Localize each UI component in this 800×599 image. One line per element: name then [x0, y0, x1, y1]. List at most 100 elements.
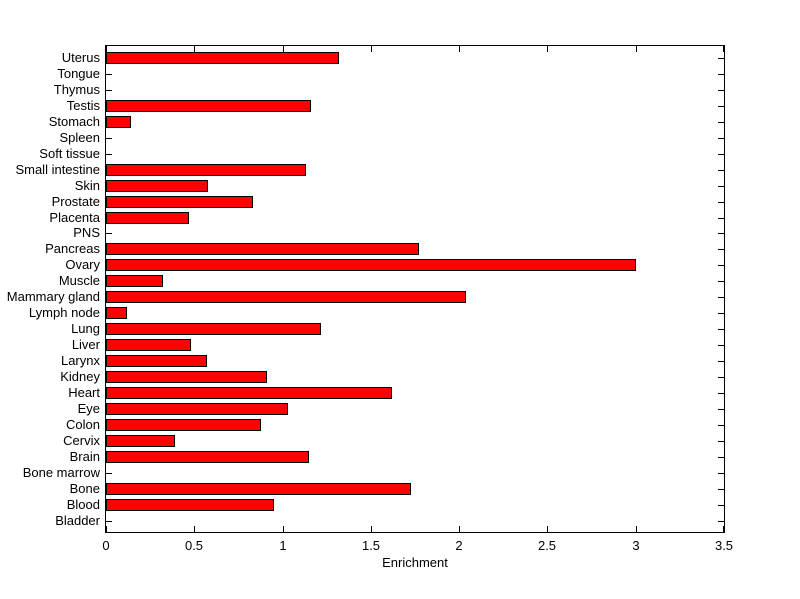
y-axis-label-bladder: Bladder — [55, 513, 100, 528]
right-axis-tick-kidney — [718, 377, 724, 378]
y-axis-label-eye: Eye — [77, 401, 100, 416]
bar-skin — [106, 180, 208, 192]
x-tick-label-0.5: 0.5 — [184, 538, 204, 553]
right-axis-tick-liver — [718, 345, 724, 346]
right-axis-tick-ovary — [718, 265, 724, 266]
bar-muscle — [106, 275, 163, 287]
y-axis-label-pancreas: Pancreas — [45, 241, 100, 256]
y-axis-label-stomach: Stomach — [48, 114, 100, 129]
y-axis-label-small-intestine: Small intestine — [15, 162, 100, 177]
right-axis-tick-lymph-node — [718, 313, 724, 314]
top-axis-tick-1.5 — [371, 46, 372, 52]
right-axis-tick-placenta — [718, 218, 724, 219]
bottom-axis-tick-3 — [636, 526, 637, 532]
bar-pancreas — [106, 243, 419, 255]
right-axis-tick-muscle — [718, 281, 724, 282]
y-axis-label-brain: Brain — [69, 449, 100, 464]
y-axis-label-tongue: Tongue — [57, 66, 100, 81]
right-axis-tick-heart — [718, 393, 724, 394]
right-axis-tick-soft-tissue — [718, 154, 724, 155]
bottom-axis-tick-2.5 — [547, 526, 548, 532]
bar-colon — [106, 419, 261, 431]
right-axis-tick-small-intestine — [718, 170, 724, 171]
right-axis-tick-brain — [718, 457, 724, 458]
bottom-axis-tick-0 — [106, 526, 107, 532]
right-axis-tick-cervix — [718, 441, 724, 442]
y-axis-label-lymph-node: Lymph node — [28, 305, 100, 320]
bar-ovary — [106, 259, 636, 271]
x-tick-label-3: 3 — [632, 538, 640, 553]
x-tick-label-2: 2 — [455, 538, 463, 553]
bar-brain — [106, 451, 309, 463]
right-axis-tick-eye — [718, 409, 724, 410]
bar-liver — [106, 339, 191, 351]
left-axis-tick-soft-tissue — [106, 154, 112, 155]
plot-area — [105, 45, 725, 533]
bar-prostate — [106, 196, 253, 208]
y-axis-label-colon: Colon — [66, 417, 100, 432]
right-axis-tick-uterus — [718, 58, 724, 59]
y-axis-label-spleen: Spleen — [59, 130, 100, 145]
right-axis-tick-skin — [718, 186, 724, 187]
top-axis-tick-3.5 — [723, 46, 724, 52]
bar-heart — [106, 387, 392, 399]
top-axis-tick-0.5 — [194, 46, 195, 52]
bar-testis — [106, 100, 311, 112]
top-axis-tick-2 — [459, 46, 460, 52]
right-axis-tick-bone-marrow — [718, 473, 724, 474]
bar-lymph-node — [106, 307, 127, 319]
left-axis-tick-tongue — [106, 74, 112, 75]
bottom-axis-tick-0.5 — [194, 526, 195, 532]
bar-cervix — [106, 435, 175, 447]
bottom-axis-tick-1 — [283, 526, 284, 532]
x-tick-label-2.5: 2.5 — [537, 538, 557, 553]
right-axis-tick-tongue — [718, 74, 724, 75]
y-axis-label-pns: PNS — [73, 225, 100, 240]
y-axis-label-soft-tissue: Soft tissue — [39, 146, 100, 161]
right-axis-tick-stomach — [718, 122, 724, 123]
y-axis-label-bone: Bone — [69, 481, 100, 496]
top-axis-tick-0 — [106, 46, 107, 52]
bar-mammary-gland — [106, 291, 466, 303]
right-axis-tick-testis — [718, 106, 724, 107]
y-axis-label-blood: Blood — [66, 497, 100, 512]
y-axis-label-thymus: Thymus — [53, 82, 100, 97]
bar-placenta — [106, 212, 189, 224]
y-axis-label-muscle: Muscle — [58, 273, 100, 288]
y-axis-label-uterus: Uterus — [61, 50, 100, 65]
bottom-axis-tick-1.5 — [371, 526, 372, 532]
top-axis-tick-1 — [283, 46, 284, 52]
right-axis-tick-pns — [718, 233, 724, 234]
x-axis-title: Enrichment — [382, 555, 448, 570]
bar-larynx — [106, 355, 207, 367]
y-axis-label-prostate: Prostate — [51, 194, 100, 209]
bar-uterus — [106, 52, 339, 64]
right-axis-tick-blood — [718, 505, 724, 506]
y-axis-label-ovary: Ovary — [65, 257, 100, 272]
y-axis-label-bone-marrow: Bone marrow — [22, 465, 100, 480]
right-axis-tick-lung — [718, 329, 724, 330]
x-tick-label-1: 1 — [279, 538, 287, 553]
right-axis-tick-bladder — [718, 521, 724, 522]
right-axis-tick-spleen — [718, 138, 724, 139]
bottom-axis-tick-3.5 — [723, 526, 724, 532]
y-axis-label-mammary-gland: Mammary gland — [6, 289, 100, 304]
bar-blood — [106, 499, 274, 511]
bottom-axis-tick-2 — [459, 526, 460, 532]
bar-stomach — [106, 116, 131, 128]
left-axis-tick-spleen — [106, 138, 112, 139]
y-axis-label-placenta: Placenta — [49, 210, 100, 225]
left-axis-tick-pns — [106, 233, 112, 234]
bar-small-intestine — [106, 164, 306, 176]
right-axis-tick-pancreas — [718, 249, 724, 250]
y-axis-label-heart: Heart — [68, 385, 100, 400]
y-axis-label-lung: Lung — [71, 321, 100, 336]
left-axis-tick-thymus — [106, 90, 112, 91]
x-tick-label-0: 0 — [102, 538, 110, 553]
top-axis-tick-3 — [636, 46, 637, 52]
x-tick-label-1.5: 1.5 — [361, 538, 381, 553]
right-axis-tick-bone — [718, 489, 724, 490]
right-axis-tick-mammary-gland — [718, 297, 724, 298]
bar-kidney — [106, 371, 267, 383]
